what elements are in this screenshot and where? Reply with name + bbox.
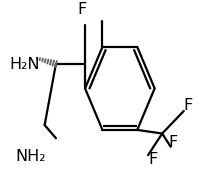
Text: F: F (184, 98, 193, 113)
Text: NH₂: NH₂ (15, 149, 46, 164)
Text: F: F (169, 136, 178, 150)
Text: F: F (148, 152, 157, 167)
Text: F: F (78, 2, 87, 17)
Text: H₂N: H₂N (9, 57, 40, 72)
